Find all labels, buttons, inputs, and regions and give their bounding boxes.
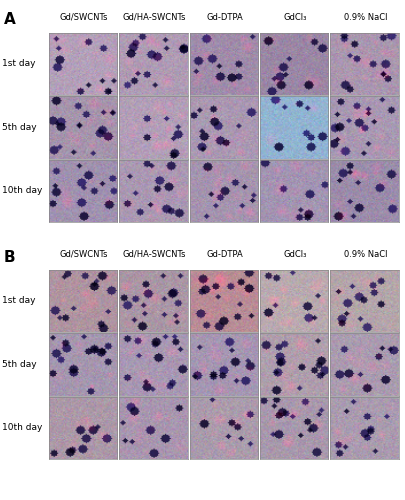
Text: 1st day: 1st day (2, 296, 36, 305)
Text: Gd-DTPA: Gd-DTPA (207, 12, 243, 22)
Text: Gd/SWCNTs: Gd/SWCNTs (60, 12, 108, 22)
Text: 10th day: 10th day (2, 186, 43, 196)
Text: GdCl₃: GdCl₃ (284, 12, 307, 22)
Text: 10th day: 10th day (2, 423, 43, 432)
Text: Gd-DTPA: Gd-DTPA (207, 250, 243, 258)
Text: Gd/SWCNTs: Gd/SWCNTs (60, 250, 108, 258)
Text: 5th day: 5th day (2, 123, 36, 132)
Text: 5th day: 5th day (2, 360, 36, 369)
Text: GdCl₃: GdCl₃ (284, 250, 307, 258)
Text: 0.9% NaCl: 0.9% NaCl (344, 12, 388, 22)
Text: 1st day: 1st day (2, 60, 36, 68)
Text: B: B (4, 250, 16, 264)
Text: Gd/HA-SWCNTs: Gd/HA-SWCNTs (123, 250, 186, 258)
Text: Gd/HA-SWCNTs: Gd/HA-SWCNTs (123, 12, 186, 22)
Text: A: A (4, 12, 16, 28)
Text: 0.9% NaCl: 0.9% NaCl (344, 250, 388, 258)
